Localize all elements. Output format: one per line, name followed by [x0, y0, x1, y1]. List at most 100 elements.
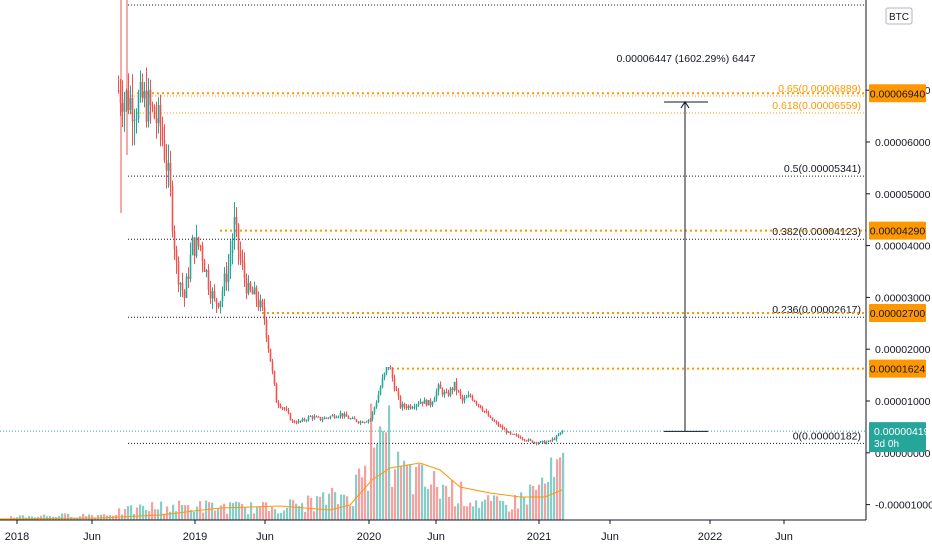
fib-level-label: 0.618(0.00006559): [772, 100, 861, 112]
volume-bar: [487, 495, 490, 520]
volume-bar: [451, 479, 454, 520]
volume-bar: [427, 488, 430, 520]
volume-bar: [118, 508, 121, 520]
candle-body: [323, 417, 326, 420]
volume-bar: [235, 501, 238, 520]
volume-bar: [502, 500, 505, 520]
volume-bar: [397, 451, 400, 520]
price-axis-tick-label: 0.00001000: [875, 396, 931, 408]
time-axis-tick-label: Jun: [601, 531, 619, 543]
candle-body: [335, 417, 338, 419]
candle-body: [521, 438, 524, 440]
volume-bar: [424, 486, 427, 520]
volume-bar: [175, 511, 178, 520]
candle-body: [451, 388, 454, 390]
price-label-box: [869, 303, 926, 322]
candle-body: [351, 417, 354, 419]
candles: [117, 0, 564, 446]
candle-body: [165, 160, 168, 171]
candle-body: [345, 413, 348, 417]
candle-body: [515, 434, 518, 436]
candle-body: [315, 416, 318, 418]
volume-bar: [91, 515, 94, 520]
volume-bar: [526, 504, 529, 520]
volume-bar: [520, 492, 523, 520]
volume-bar: [403, 460, 406, 520]
volume-bar: [343, 494, 346, 520]
volume-bar: [349, 505, 352, 520]
candle-body: [321, 419, 324, 421]
price-axis: 0.000070000.000060000.000050000.00004000…: [865, 0, 932, 550]
candle-body: [309, 416, 312, 418]
volume-bar: [253, 513, 256, 520]
candle-body: [243, 263, 246, 278]
candle-body: [141, 81, 144, 99]
candle-body: [463, 398, 466, 401]
volume-bar: [298, 506, 301, 520]
symbol-badge-label: BTC: [889, 12, 909, 23]
volume-bar: [283, 510, 286, 520]
candle-body: [449, 388, 452, 396]
candle-body: [407, 405, 410, 409]
candle-body: [543, 440, 546, 444]
fib-retracement: 0.65(0.00006889) 0.618(0.00006559) 0.5(0.0…: [128, 4, 866, 444]
candle-body: [535, 442, 538, 444]
candle-body: [519, 436, 522, 439]
candle-body: [425, 399, 428, 406]
candle-body: [441, 388, 444, 395]
candle-body: [433, 398, 436, 403]
volume-bar: [394, 469, 397, 520]
volume-bar: [400, 466, 403, 520]
volume-bar: [460, 481, 463, 520]
price-range-measure: 0.00006447 (1602.29%) 6447: [617, 53, 756, 432]
candle-body: [299, 420, 302, 422]
volume-bar: [421, 464, 424, 520]
volume-bar: [541, 477, 544, 520]
candle-body: [419, 401, 422, 404]
candle-body: [281, 407, 284, 409]
volume-bar: [436, 486, 439, 520]
candle-body: [173, 231, 176, 250]
candle-body: [469, 395, 472, 397]
volume-bar: [292, 500, 295, 520]
volume-bar: [550, 457, 553, 520]
volume-bar: [508, 511, 511, 520]
candle-body: [227, 266, 230, 283]
candle-body: [217, 303, 220, 307]
candle-body: [395, 389, 398, 391]
horizontal-lines: [137, 92, 866, 370]
volume-bar: [214, 510, 217, 520]
volume-bar: [100, 514, 103, 520]
volume-bar: [262, 502, 265, 520]
candle-body: [347, 416, 350, 419]
candle-body: [483, 410, 486, 412]
price-axis-tick-label: -0.00001000: [875, 500, 932, 512]
candle-body: [415, 404, 418, 408]
volume-bar: [127, 505, 130, 520]
candle-body: [397, 390, 400, 397]
candle-body: [545, 441, 548, 444]
candle-body: [245, 277, 248, 294]
candle-body: [247, 282, 250, 294]
volume-bar: [256, 507, 259, 520]
current-price-countdown: 3d 0h: [874, 439, 899, 450]
candle-body: [205, 270, 208, 272]
volume-bar: [133, 513, 136, 520]
candle-body: [389, 367, 392, 370]
volume-bar: [382, 430, 385, 520]
measure-arrow-head: [680, 101, 690, 109]
candle-body: [303, 418, 306, 421]
volume-bar: [76, 517, 79, 520]
price-axis-tick-label: 0.00004000: [875, 241, 931, 253]
candle-body: [529, 439, 532, 441]
candle-body: [249, 282, 252, 291]
volume-bar: [529, 484, 532, 520]
candle-body: [393, 378, 396, 390]
candle-body: [213, 291, 216, 299]
candle-body: [559, 432, 562, 435]
candle-body: [183, 290, 186, 298]
symbol-badge: [885, 7, 913, 25]
volume-bar: [166, 506, 169, 520]
